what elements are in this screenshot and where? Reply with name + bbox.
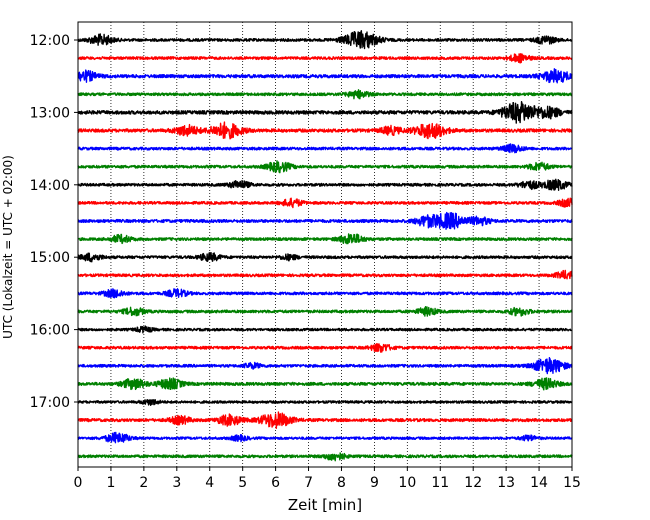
x-tick-label: 8 — [337, 475, 346, 491]
trace-1745 — [77, 452, 573, 462]
trace-1645 — [77, 377, 573, 391]
y-tick-label: 13:00 — [30, 105, 70, 121]
y-tick-label: 14:00 — [30, 178, 70, 194]
traces — [77, 30, 573, 462]
x-tick-label: 4 — [205, 475, 214, 491]
y-tick-label: 12:00 — [30, 33, 70, 49]
x-tick-label: 6 — [271, 475, 280, 491]
y-axis-label: UTC (Lokalzeit = UTC + 02:00) — [1, 155, 15, 339]
y-tick-label: 15:00 — [30, 250, 70, 266]
trace-1715 — [77, 411, 573, 430]
trace-1330 — [77, 143, 573, 154]
trace-1500 — [77, 251, 573, 263]
x-tick-label: 11 — [431, 475, 449, 491]
x-axis-label: Zeit [min] — [288, 496, 362, 514]
trace-1230 — [77, 68, 573, 84]
trace-1545 — [77, 305, 573, 317]
plot-frame — [77, 21, 573, 468]
x-tick-label: 12 — [464, 475, 482, 491]
x-gridlines — [110, 22, 540, 467]
x-tick-label: 2 — [139, 475, 148, 491]
trace-1430 — [77, 211, 573, 230]
y-axis: 12:00 13:00 14:00 15:00 16:00 17:00 — [30, 33, 78, 411]
trace-1300 — [77, 101, 573, 124]
trace-1415 — [77, 197, 573, 209]
x-tick-label: 3 — [172, 475, 181, 491]
y-tick-label: 17:00 — [30, 395, 70, 411]
trace-1730 — [77, 431, 573, 444]
x-tick-label: 1 — [106, 475, 115, 491]
trace-1245 — [77, 89, 573, 100]
trace-1615 — [77, 343, 573, 353]
trace-1445 — [77, 233, 573, 245]
trace-1215 — [77, 53, 573, 64]
x-tick-label: 15 — [563, 475, 581, 491]
trace-1400 — [77, 178, 573, 191]
trace-1700 — [77, 399, 573, 407]
trace-1200 — [77, 30, 573, 50]
x-tick-label: 9 — [370, 475, 379, 491]
trace-1630 — [77, 357, 573, 375]
x-tick-label: 0 — [74, 475, 83, 491]
trace-1345 — [77, 160, 573, 174]
trace-1315 — [77, 121, 573, 140]
x-tick-label: 14 — [530, 475, 548, 491]
x-axis: 0 1 2 3 4 5 6 7 8 9 10 11 12 13 14 15 — [74, 467, 581, 491]
x-tick-label: 5 — [238, 475, 247, 491]
y-tick-label: 16:00 — [30, 323, 70, 339]
trace-1530 — [77, 288, 573, 299]
x-tick-label: 7 — [304, 475, 313, 491]
x-tick-label: 13 — [497, 475, 515, 491]
trace-1515 — [77, 269, 573, 280]
trace-1600 — [77, 325, 573, 334]
x-tick-label: 10 — [398, 475, 416, 491]
